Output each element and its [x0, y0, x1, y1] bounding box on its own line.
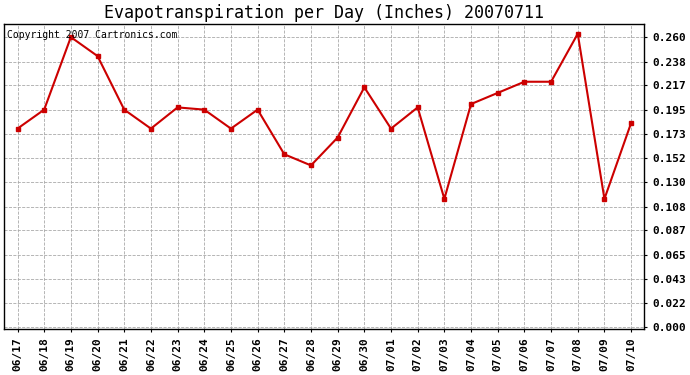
Title: Evapotranspiration per Day (Inches) 20070711: Evapotranspiration per Day (Inches) 2007… [104, 4, 544, 22]
Text: Copyright 2007 Cartronics.com: Copyright 2007 Cartronics.com [8, 30, 178, 40]
